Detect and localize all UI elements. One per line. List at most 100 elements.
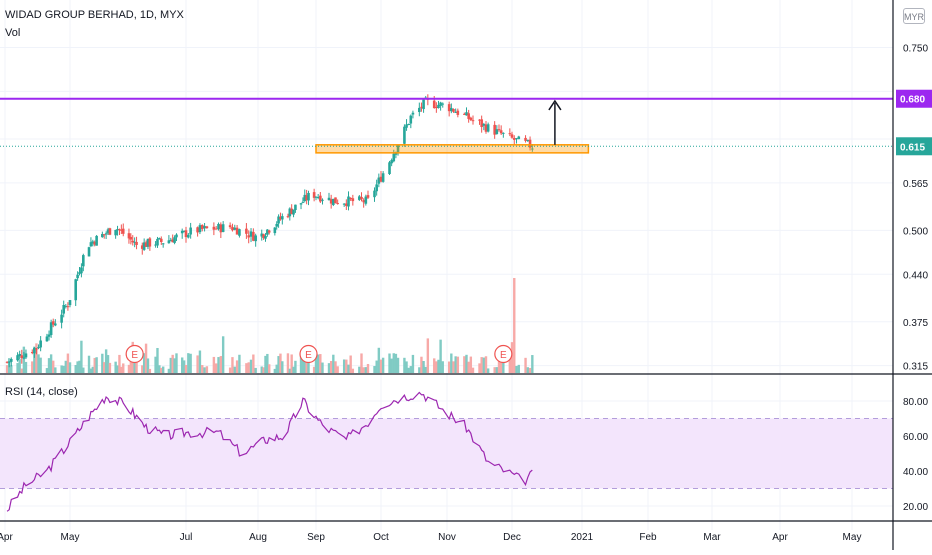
time-tick-label: 2021 [571, 532, 594, 543]
candle-body [266, 229, 269, 235]
volume-bar [418, 367, 421, 373]
candle-body [396, 145, 400, 153]
candle-body [512, 137, 516, 140]
volume-bar [377, 347, 381, 373]
volume-bar [184, 364, 188, 373]
volume-bar [66, 353, 70, 373]
volume-bar [266, 353, 269, 373]
earnings-marker [299, 344, 318, 364]
candle-body [108, 228, 112, 235]
volume-bar [217, 357, 220, 373]
candle-body [373, 190, 376, 198]
volume-bar [189, 353, 192, 373]
rsi-band [0, 418, 893, 489]
volume-bar [76, 361, 79, 373]
volume-bar [101, 353, 104, 373]
volume-bar [441, 361, 444, 373]
volume-bar [497, 353, 501, 373]
candle-body [254, 235, 257, 242]
candle-body [316, 197, 320, 199]
volume-bar [351, 368, 355, 373]
volume-bar [122, 363, 125, 373]
volume-bar [68, 362, 72, 373]
candle-body [173, 237, 176, 243]
volume-bar [142, 353, 146, 373]
candle-body [54, 323, 57, 326]
volume-bar [133, 355, 136, 373]
candle-body [221, 224, 225, 232]
time-tick-label: Apr [772, 532, 788, 543]
volume-bar [238, 354, 241, 373]
volume-bar [47, 358, 51, 373]
volume-bar [390, 358, 393, 373]
candle-body [129, 236, 133, 240]
rsi-title: RSI (14, close) [5, 386, 78, 398]
volume-bar [452, 361, 455, 373]
price-tick-label: 0.565 [903, 179, 928, 190]
currency-badge[interactable]: MYR [903, 8, 925, 24]
volume-bar [64, 360, 68, 373]
volume-bar [120, 366, 123, 373]
volume-bar [33, 346, 36, 373]
candle-body [47, 334, 51, 337]
candle-body [198, 225, 202, 233]
volume-bar [205, 366, 209, 373]
candle-body [299, 203, 303, 205]
candle-body [180, 230, 184, 234]
volume-bar [447, 361, 451, 373]
candle-body [279, 217, 282, 220]
candle-body [351, 198, 355, 202]
candle-body [161, 243, 165, 245]
volume-bar [373, 366, 376, 373]
volume-bar [424, 366, 427, 373]
candle-body [60, 314, 63, 323]
volume-bar [141, 365, 144, 373]
volume-bar [450, 353, 453, 373]
volume-bar [201, 365, 204, 373]
volume-bar [396, 357, 400, 373]
candle-body [502, 132, 505, 134]
resistance-price-badge-bg [896, 89, 932, 108]
candle-body [91, 241, 95, 244]
volume-bar [329, 360, 333, 373]
volume-bar [106, 355, 110, 373]
volume-bar [437, 359, 440, 373]
candle-body [135, 241, 138, 245]
candle-body [144, 242, 148, 247]
volume-bar [502, 358, 505, 373]
volume-bar [87, 355, 91, 373]
volume-bar [161, 366, 165, 373]
candle-body [456, 110, 460, 115]
candle-body [267, 230, 271, 233]
volume-bar [510, 342, 514, 373]
time-tick-label: Oct [373, 532, 389, 543]
candle-body [482, 123, 486, 126]
candle-body [420, 106, 423, 108]
volume-bar [144, 343, 148, 373]
candle-body [154, 244, 157, 246]
candle-body [169, 240, 173, 242]
candle-body [238, 229, 241, 236]
candle-body [39, 340, 42, 348]
volume-bar [160, 367, 163, 373]
volume-bar [156, 347, 159, 373]
volume-bar [171, 354, 174, 373]
rsi-tick-label: 80.00 [903, 397, 928, 408]
volume-bar [495, 367, 499, 373]
candle-body [364, 196, 368, 204]
candle-body [360, 196, 363, 200]
candle-body [127, 233, 131, 239]
candle-body [332, 198, 335, 205]
candle-body [104, 233, 108, 235]
candle-body [78, 272, 81, 274]
candle-body [30, 352, 34, 354]
volume-bar [221, 336, 225, 373]
volume-bar [198, 350, 202, 373]
candle-body [390, 160, 393, 164]
candle-body [247, 235, 251, 238]
time-tick-label: Nov [438, 532, 456, 543]
volume-bar [528, 367, 532, 373]
candle-body [51, 321, 55, 325]
